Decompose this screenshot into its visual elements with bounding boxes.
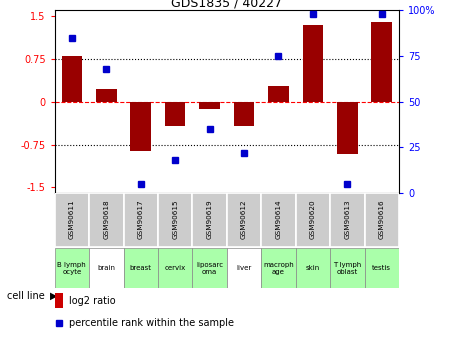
Text: GSM90620: GSM90620 [310, 199, 316, 239]
Text: GSM90613: GSM90613 [344, 199, 351, 239]
Bar [261, 193, 295, 247]
Bar [365, 248, 399, 288]
Text: log2 ratio: log2 ratio [69, 296, 115, 306]
Bar [303, 24, 323, 102]
Text: GSM90615: GSM90615 [172, 199, 178, 239]
Bar [365, 193, 399, 247]
Bar [124, 248, 158, 288]
Text: cervix: cervix [164, 265, 186, 271]
Text: cell line: cell line [7, 291, 45, 301]
Bar [295, 248, 330, 288]
Bar [55, 293, 63, 308]
Text: GSM90619: GSM90619 [207, 199, 213, 239]
Bar [227, 248, 261, 288]
Text: GSM90617: GSM90617 [138, 199, 144, 239]
Text: macroph
age: macroph age [263, 262, 294, 275]
Bar [158, 193, 192, 247]
Text: percentile rank within the sample: percentile rank within the sample [69, 318, 234, 328]
Bar [89, 193, 124, 247]
Bar [192, 193, 227, 247]
Bar [330, 248, 365, 288]
Bar [165, 102, 185, 126]
Title: GDS1835 / 40227: GDS1835 / 40227 [171, 0, 282, 9]
Text: B lymph
ocyte: B lymph ocyte [57, 262, 86, 275]
Bar [124, 193, 158, 247]
Text: brain: brain [97, 265, 115, 271]
Text: liver: liver [237, 265, 252, 271]
Bar [158, 248, 192, 288]
Bar [89, 248, 124, 288]
Text: GSM90616: GSM90616 [379, 199, 385, 239]
Bar [55, 248, 89, 288]
Text: ▶: ▶ [50, 291, 57, 301]
Text: testis: testis [372, 265, 391, 271]
Bar [234, 102, 255, 126]
Bar [337, 102, 358, 154]
Text: GSM90611: GSM90611 [69, 199, 75, 239]
Bar [192, 248, 227, 288]
Bar [261, 248, 295, 288]
Text: breast: breast [130, 265, 152, 271]
Bar [268, 86, 289, 102]
Bar [371, 22, 392, 102]
Bar [227, 193, 261, 247]
Bar [295, 193, 330, 247]
Text: GSM90614: GSM90614 [276, 199, 282, 239]
Bar [330, 193, 365, 247]
Text: T lymph
oblast: T lymph oblast [333, 262, 361, 275]
Bar [55, 193, 89, 247]
Text: liposarc
oma: liposarc oma [196, 262, 223, 275]
Bar [96, 89, 117, 102]
Text: GSM90618: GSM90618 [103, 199, 109, 239]
Bar [62, 56, 82, 102]
Bar [130, 102, 151, 151]
Bar [200, 102, 220, 109]
Text: skin: skin [306, 265, 320, 271]
Text: GSM90612: GSM90612 [241, 199, 247, 239]
